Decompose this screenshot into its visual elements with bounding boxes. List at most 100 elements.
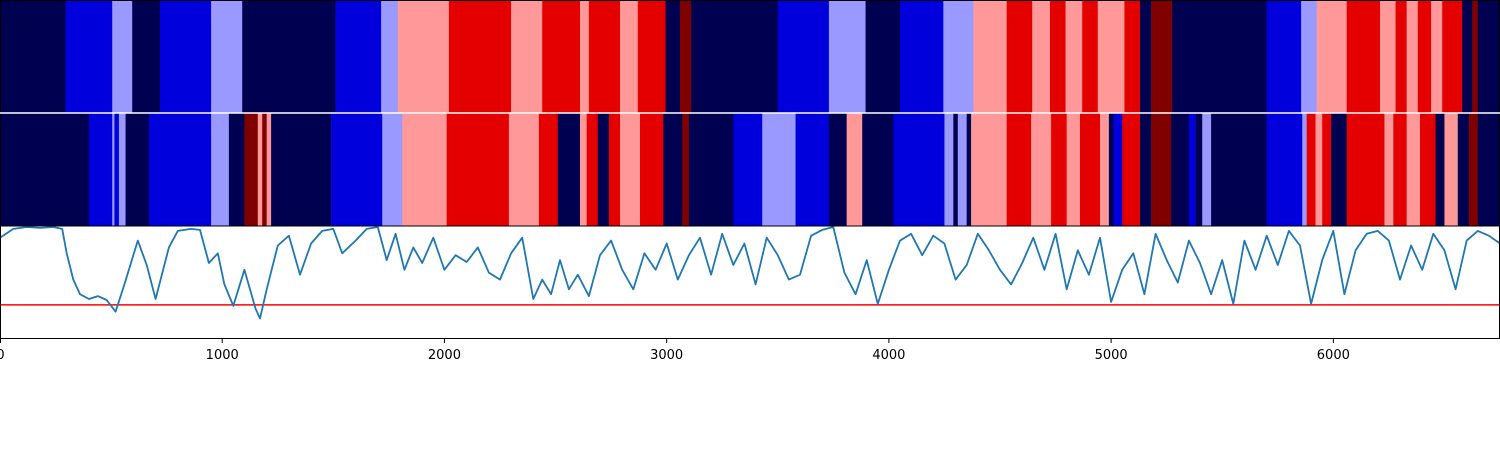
middle-bar-segment <box>620 113 641 226</box>
middle-bar-segment <box>586 113 599 226</box>
middle-bar-segment <box>828 113 847 226</box>
middle-bar-segment <box>688 113 734 226</box>
top-bar-segment <box>242 0 336 113</box>
middle-bar-segment <box>211 113 230 226</box>
middle-bar-segment <box>228 113 245 226</box>
middle-bar-segment <box>733 113 763 226</box>
middle-bar-segment <box>1108 113 1114 226</box>
middle-bar-segment <box>1100 113 1110 226</box>
top-bar-segment <box>448 0 512 113</box>
middle-segmentation-bar <box>0 113 1500 226</box>
middle-bar-segment <box>846 113 863 226</box>
top-bar-segment <box>588 0 621 113</box>
top-bar-segment <box>1124 0 1141 113</box>
middle-bar-segment <box>1066 113 1081 226</box>
middle-bar-segment <box>88 113 113 226</box>
middle-bar-segment <box>125 113 150 226</box>
middle-bar-segment <box>446 113 510 226</box>
top-bar-segment <box>1346 0 1381 113</box>
x-tick-label: 6000 <box>1317 348 1350 363</box>
top-bar-segment <box>542 0 581 113</box>
top-bar-segment <box>1442 0 1463 113</box>
top-bar-segment <box>665 0 681 113</box>
top-bar-segment <box>620 0 639 113</box>
top-bar-segment <box>1316 0 1347 113</box>
x-tick-label: 4000 <box>872 348 905 363</box>
middle-bar-segment <box>966 113 972 226</box>
top-bar-segment <box>0 0 66 113</box>
top-bar-segment <box>1050 0 1066 113</box>
middle-bar-segment <box>893 113 945 226</box>
top-bar-segment <box>680 0 692 113</box>
top-bar-segment <box>1140 0 1152 113</box>
x-tick-label: 3000 <box>650 348 683 363</box>
top-bar-segment <box>1082 0 1099 113</box>
middle-bar-segment <box>1346 113 1385 226</box>
top-bar-segment <box>777 0 830 113</box>
middle-bar-segment <box>944 113 954 226</box>
middle-bar-segment <box>597 113 610 226</box>
middle-bar-segment <box>1202 113 1212 226</box>
top-bar-segment <box>335 0 382 113</box>
middle-bar-segment <box>1151 113 1172 226</box>
middle-bar-segment <box>1266 113 1303 226</box>
middle-bar-segment <box>1171 113 1190 226</box>
top-bar-segment <box>1380 0 1396 113</box>
middle-bar-segment <box>1122 113 1141 226</box>
middle-bar-segment <box>1140 113 1152 226</box>
middle-bar-segment <box>663 113 683 226</box>
middle-bar-segment <box>1322 113 1332 226</box>
middle-bar-segment <box>640 113 664 226</box>
middle-bar-segment <box>0 113 90 226</box>
x-tick-label: 0 <box>0 348 5 363</box>
middle-bar-segment <box>114 113 120 226</box>
top-bar-segment <box>1006 0 1033 113</box>
middle-bar-segment <box>862 113 894 226</box>
middle-bar-segment <box>1080 113 1101 226</box>
top-bar-segment <box>1395 0 1407 113</box>
top-bar-segment <box>828 0 866 113</box>
middle-bar-segment <box>112 113 115 226</box>
middle-bar-segment <box>1195 113 1203 226</box>
top-bar-segment <box>65 0 113 113</box>
middle-bar-segment <box>156 113 212 226</box>
top-bar-segment <box>1151 0 1173 113</box>
top-bar-segment <box>943 0 974 113</box>
top-bar-segment <box>1472 0 1479 113</box>
middle-bar-segment <box>1006 113 1032 226</box>
middle-bar-segment <box>1435 113 1445 226</box>
middle-bar-segment <box>1406 113 1421 226</box>
middle-bar-segment <box>1306 113 1316 226</box>
middle-bar-segment <box>1468 113 1479 226</box>
middle-bar-segment <box>262 113 267 226</box>
middle-bar-segment <box>1384 113 1394 226</box>
top-bar-segment <box>1301 0 1317 113</box>
top-bar-segment <box>691 0 779 113</box>
top-bar-segment <box>637 0 666 113</box>
middle-bar-segment <box>1188 113 1196 226</box>
x-tick-label: 2000 <box>428 348 461 363</box>
middle-bar-segment <box>1315 113 1323 226</box>
x-tick-label: 5000 <box>1095 348 1128 363</box>
middle-bar-segment <box>266 113 272 226</box>
middle-bar-segment <box>402 113 447 226</box>
middle-bar-segment <box>1302 113 1307 226</box>
middle-bar-segment <box>971 113 1007 226</box>
middle-bar-segment <box>1420 113 1436 226</box>
middle-bar-segment <box>1444 113 1459 226</box>
top-bar-segment <box>1406 0 1419 113</box>
top-bar-segment <box>1417 0 1432 113</box>
middle-bar-segment <box>271 113 332 226</box>
middle-bar-segment <box>580 113 587 226</box>
middle-bar-segment <box>1211 113 1267 226</box>
middle-bar-segment <box>682 113 690 226</box>
top-bar-segment <box>511 0 543 113</box>
x-axis: 0 1000 2000 3000 4000 5000 6000 <box>0 338 1350 363</box>
middle-bar-segment <box>1051 113 1067 226</box>
middle-bar-segment <box>244 113 259 226</box>
middle-bar-segment <box>118 113 126 226</box>
middle-bar-segment <box>1477 113 1500 226</box>
top-segmentation-bar <box>0 0 1500 113</box>
middle-bar-segment <box>795 113 830 226</box>
